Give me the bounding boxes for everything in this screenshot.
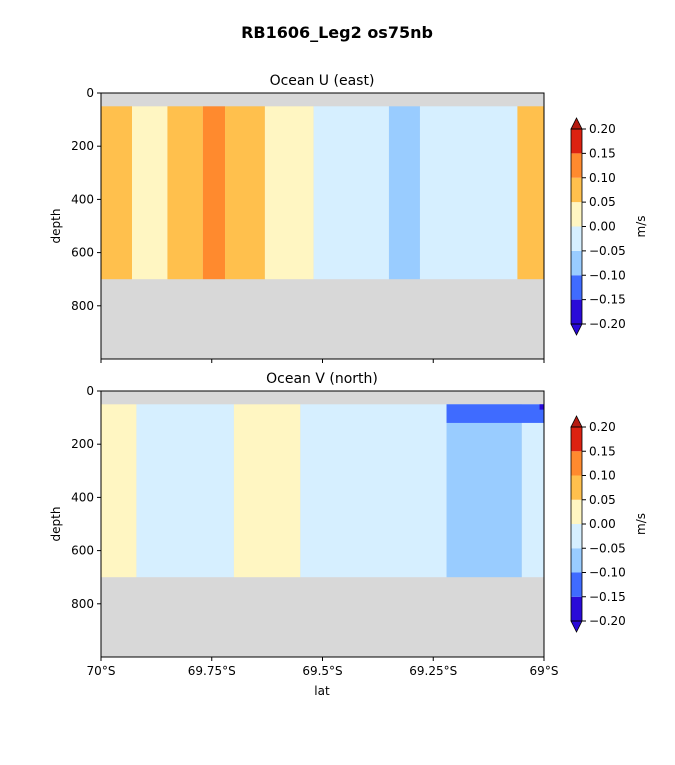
colorbar: −0.20 −0.15 −0.10 −0.05 0.00 0.05 0.10 0.15 0.20…	[570, 415, 648, 633]
colorbar-tick-label: −0.05	[589, 541, 626, 555]
colorbar-tick-label: 0.20	[589, 122, 616, 136]
data-band	[388, 106, 420, 280]
colorbar-segment	[571, 475, 582, 500]
colorbar-tick-label: 0.10	[589, 469, 616, 483]
heatmap-area	[100, 92, 545, 360]
colorbar-extend-over	[570, 117, 583, 130]
data-band	[167, 106, 203, 280]
colorbar-segment	[571, 499, 582, 524]
data-band	[521, 404, 544, 578]
y-tick-label: 400	[71, 192, 94, 206]
data-band	[202, 106, 226, 280]
data-band	[300, 404, 447, 578]
colorbar-segment	[571, 226, 582, 251]
data-band	[225, 106, 265, 280]
y-axis-label: depth	[49, 507, 63, 542]
colorbar-segment	[571, 153, 582, 178]
colorbar-segment	[571, 177, 582, 203]
y-tick-label: 800	[71, 299, 94, 313]
colorbar-segment	[571, 572, 582, 597]
colorbar-segment	[571, 129, 582, 154]
panel-title: Ocean V (north)	[266, 371, 378, 387]
colorbar-tick-label: −0.20	[589, 614, 626, 628]
data-band	[136, 404, 234, 578]
y-tick-label: 400	[71, 490, 94, 504]
colorbar-segment	[571, 202, 582, 227]
x-tick-label: 69°S	[530, 664, 559, 678]
data-band	[101, 404, 137, 578]
colorbar-tick-label: 0.15	[589, 146, 616, 160]
panel-title: Ocean U (east)	[270, 73, 375, 89]
colorbar-tick-label: −0.05	[589, 244, 626, 258]
y-tick-label: 800	[71, 597, 94, 611]
y-tick-label: 600	[71, 544, 94, 558]
colorbar-tick-label: 0.00	[589, 517, 616, 531]
y-axis: 0 200 400 600 800	[71, 86, 101, 313]
colorbar-tick-label: −0.10	[589, 566, 626, 580]
colorbar-unit-label: m/s	[634, 513, 648, 535]
colorbar-tick-label: 0.05	[589, 493, 616, 507]
x-tick-label: 69.25°S	[409, 664, 457, 678]
x-axis: 70°S 69.75°S 69.5°S 69.25°S 69°S	[87, 657, 559, 678]
colorbar: −0.20 −0.15 −0.10 −0.05 0.00 0.05 0.10 0.15 0.20…	[570, 117, 648, 336]
y-tick-label: 200	[71, 437, 94, 451]
panel-ocean-v: Ocean V (north) 0 200 400 600 800 depth 70°S…	[49, 371, 648, 698]
colorbar-segment	[571, 299, 582, 324]
x-tick-label: 69.75°S	[188, 664, 236, 678]
x-axis-label: lat	[314, 684, 330, 698]
figure-suptitle: RB1606_Leg2 os75nb	[241, 23, 433, 42]
colorbar-tick-label: −0.15	[589, 293, 626, 307]
data-band	[101, 106, 133, 280]
colorbar-tick-label: 0.15	[589, 444, 616, 458]
colorbar-segment	[571, 548, 582, 573]
data-band	[132, 106, 168, 280]
data-band	[264, 106, 314, 280]
colorbar-tick-label: 0.10	[589, 171, 616, 185]
data-band	[233, 404, 301, 578]
data-patch	[539, 404, 544, 410]
colorbar-segment	[571, 451, 582, 476]
data-band	[517, 106, 544, 280]
colorbar-tick-label: −0.20	[589, 317, 626, 331]
colorbar-segment	[571, 596, 582, 621]
y-tick-label: 0	[86, 86, 94, 100]
heatmap-area	[100, 390, 545, 658]
y-axis-label: depth	[49, 209, 63, 244]
x-tick-label: 69.5°S	[302, 664, 342, 678]
x-axis	[100, 359, 545, 363]
y-tick-label: 0	[86, 384, 94, 398]
colorbar-tick-label: 0.00	[589, 220, 616, 234]
data-band	[419, 106, 518, 280]
data-band	[313, 106, 389, 280]
colorbar-segment	[571, 427, 582, 452]
x-tick-label: 70°S	[87, 664, 116, 678]
panel-ocean-u: Ocean U (east) 0 200 400 600 800 depth −0.20…	[49, 73, 648, 363]
colorbar-extend-under	[570, 620, 583, 633]
colorbar-segment	[571, 524, 582, 549]
colorbar-tick-label: −0.15	[589, 590, 626, 604]
data-patch	[446, 404, 544, 423]
colorbar-tick-label: −0.10	[589, 268, 626, 282]
colorbar-segment	[571, 250, 582, 276]
y-tick-label: 200	[71, 139, 94, 153]
colorbar-unit-label: m/s	[634, 216, 648, 238]
data-band	[446, 404, 522, 578]
colorbar-tick-label: 0.20	[589, 420, 616, 434]
y-axis: 0 200 400 600 800	[71, 384, 101, 611]
colorbar-extend-under	[570, 323, 583, 336]
y-tick-label: 600	[71, 246, 94, 260]
colorbar-tick-label: 0.05	[589, 195, 616, 209]
colorbar-segment	[571, 275, 582, 300]
colorbar-extend-over	[570, 415, 583, 428]
